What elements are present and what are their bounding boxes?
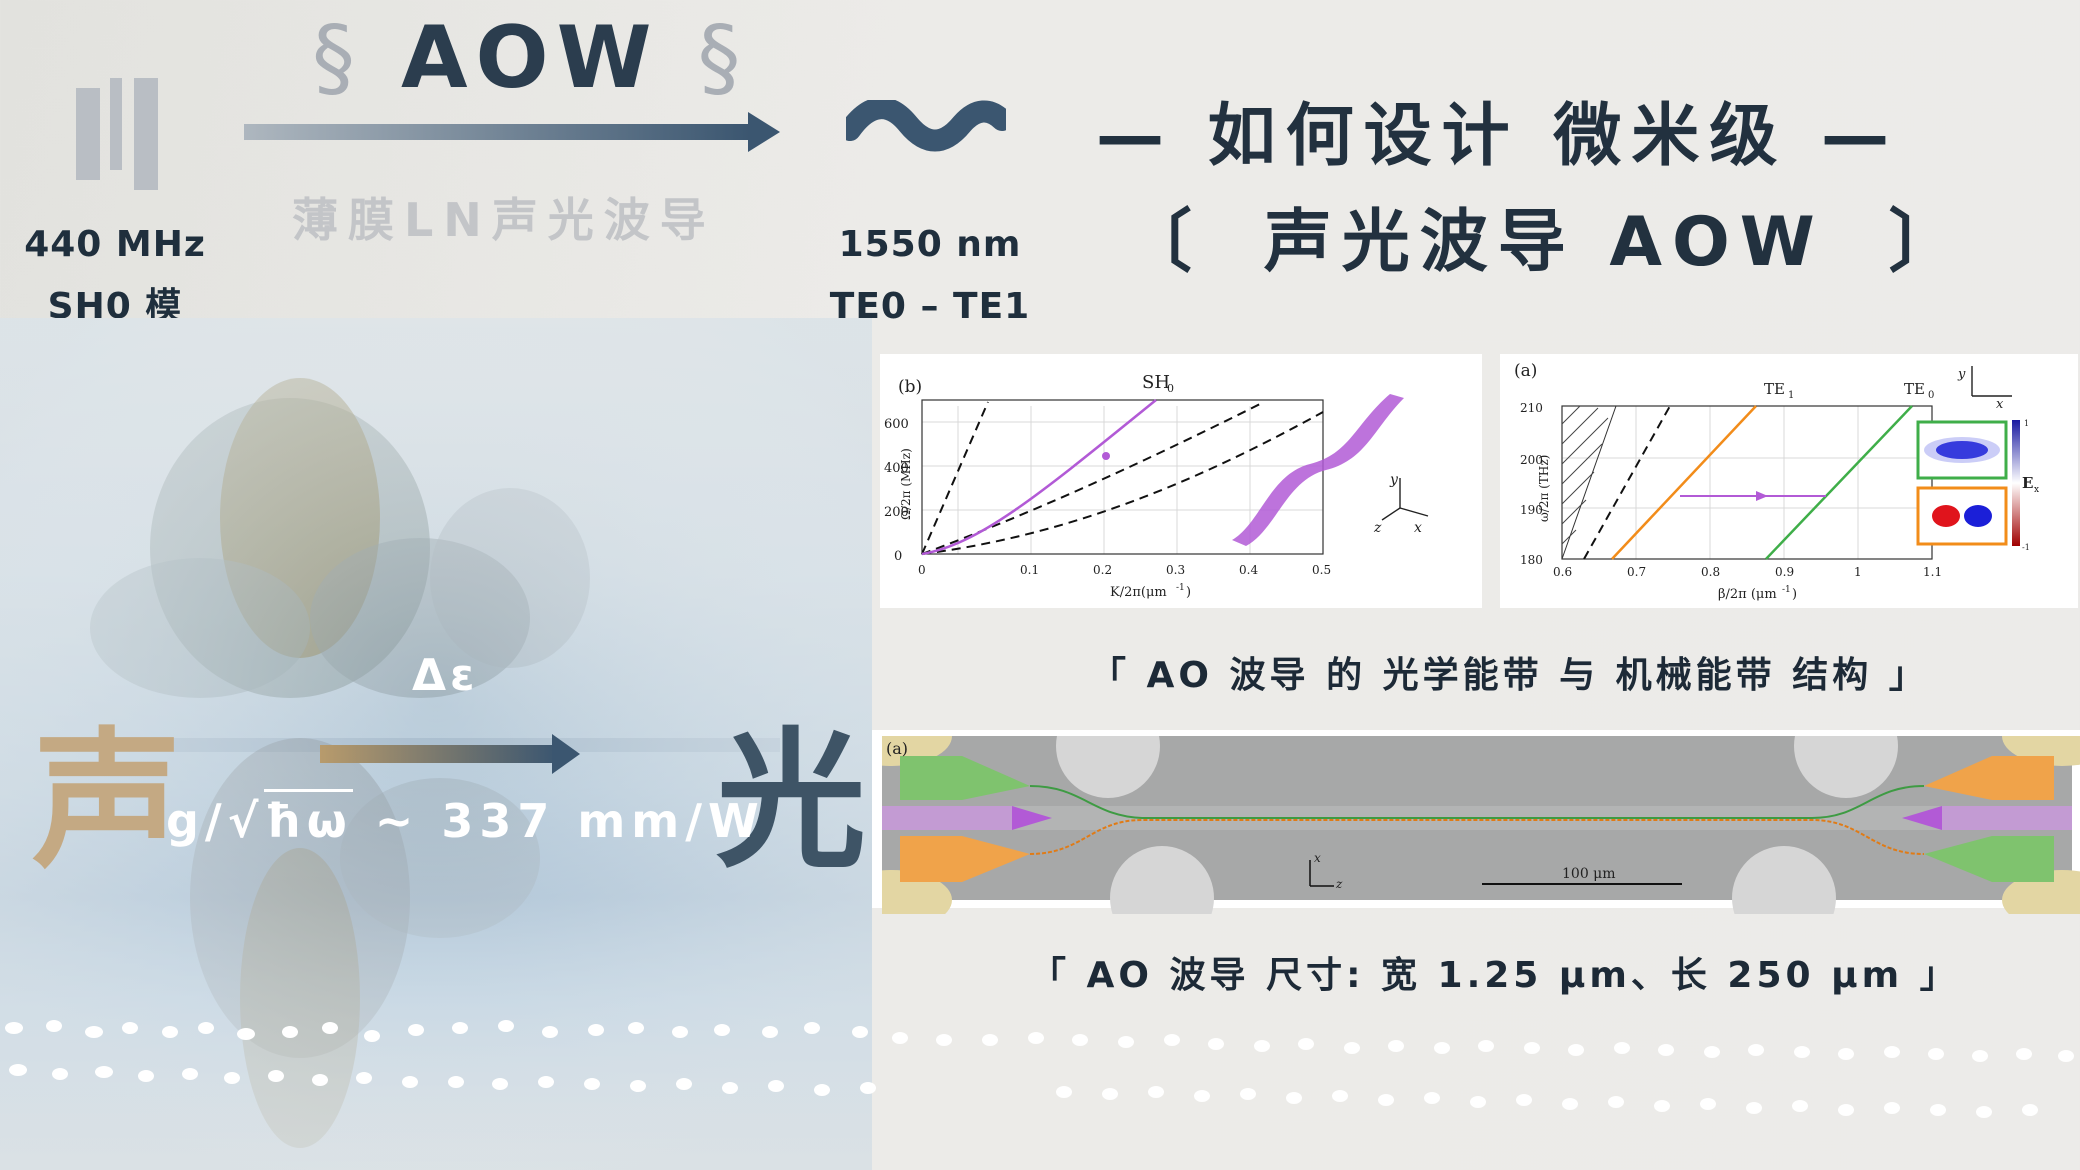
- svg-text:x: x: [1414, 520, 1422, 536]
- svg-text:TE: TE: [1904, 380, 1925, 398]
- ylabel-b: Ω/2π (MHz): [899, 448, 913, 520]
- svg-text:0: 0: [1928, 390, 1934, 401]
- hatch-region: [1561, 405, 1609, 545]
- mode-profile-te0: [1916, 420, 2008, 480]
- svg-text:x: x: [1314, 851, 1321, 865]
- axes-triad-icon: [1381, 478, 1429, 521]
- svg-text:): ): [1186, 585, 1191, 600]
- right-wavelength: 1550 nm: [838, 224, 1022, 265]
- svg-text:180: 180: [1520, 553, 1543, 567]
- arrow-right-icon: [244, 112, 780, 152]
- svg-text:1: 1: [2024, 419, 2029, 428]
- svg-text:x: x: [2034, 485, 2039, 495]
- xlabel-a: β/2π (μm: [1718, 587, 1777, 602]
- section-sign-right: §: [697, 8, 749, 108]
- wave-icon: [846, 100, 1006, 152]
- title-sh: SH: [1142, 372, 1170, 393]
- sound-char: 声: [32, 715, 183, 889]
- svg-text:y: y: [1957, 367, 1966, 382]
- svg-text:y: y: [1389, 472, 1399, 488]
- thumbnail-arrow-icon: [320, 734, 580, 774]
- svg-text:0.3: 0.3: [1166, 563, 1185, 577]
- svg-text:x: x: [1996, 397, 2004, 412]
- panel-label-b: (b): [898, 377, 922, 397]
- svg-text:0.2: 0.2: [1093, 563, 1112, 577]
- left-params: 440 MHz SH0 模: [10, 214, 220, 338]
- svg-text:0.4: 0.4: [1239, 563, 1258, 577]
- device-micrograph: (a) 100 μm x z: [872, 730, 2080, 914]
- svg-text:200: 200: [884, 505, 909, 520]
- axes-triad-icon-device: [1309, 860, 1334, 887]
- left-freq: 440 MHz: [24, 224, 206, 265]
- ylabel-a: ω/2π (THz): [1537, 455, 1551, 522]
- svg-text:-1: -1: [1782, 585, 1791, 595]
- subtitle: 薄膜LN声光波导: [292, 193, 716, 247]
- svg-text:400: 400: [884, 461, 909, 476]
- misty-lake-photo: 声 Δε 光 g/√ħω ~ 337 mm/W: [0, 318, 872, 1170]
- sqrt-argument: ħω: [264, 789, 353, 848]
- svg-text:0: 0: [894, 549, 902, 564]
- headline-line-1: — 如何设计 微米级 —: [1096, 97, 1900, 176]
- svg-text:0: 0: [918, 563, 926, 577]
- title-sh-sub: 0: [1167, 382, 1174, 395]
- svg-text:z: z: [1373, 520, 1382, 536]
- aow-title: § AOW §: [312, 8, 748, 108]
- panel-label-a: (a): [1514, 361, 1537, 381]
- svg-text:0.8: 0.8: [1701, 565, 1720, 579]
- sqrt-sign: √: [227, 794, 265, 848]
- waveguide-3d-icon: [1232, 394, 1404, 546]
- caption-dimensions: 「 AO 波导 尺寸: 宽 1.25 μm、长 250 μm 」: [1030, 955, 1960, 996]
- panel-label-device: (a): [886, 739, 908, 758]
- coupling-suffix: ~ 337 mm/W: [352, 794, 765, 848]
- svg-text:190: 190: [1520, 503, 1543, 517]
- svg-text:z: z: [1335, 877, 1343, 891]
- section-sign-left: §: [312, 8, 363, 108]
- caption-band-structure: 「 AO 波导 的 光学能带 与 机械能带 结构 」: [1090, 655, 1929, 696]
- scale-bar-label: 100 μm: [1562, 866, 1616, 882]
- svg-text:0.7: 0.7: [1627, 565, 1646, 579]
- svg-text:0.6: 0.6: [1553, 565, 1572, 579]
- svg-text:1.1: 1.1: [1923, 565, 1942, 579]
- svg-text:): ): [1792, 587, 1797, 602]
- svg-text:1: 1: [1788, 390, 1794, 401]
- svg-text:0.5: 0.5: [1312, 563, 1331, 577]
- svg-text:-1: -1: [1176, 583, 1185, 593]
- figure-optical-band: (a) TE 1 TE 0 180 190 200 210 0.6 0.7 0.…: [1500, 354, 2078, 608]
- svg-text:E: E: [2022, 474, 2033, 492]
- svg-text:200: 200: [1520, 453, 1543, 467]
- bracket-close: 〕: [1888, 203, 1967, 282]
- coupling-formula: g/√ħω ~ 337 mm/W: [166, 789, 765, 848]
- axes-triad-icon-a: [1971, 366, 2012, 397]
- light-char: 光: [716, 715, 867, 889]
- delta-epsilon: Δε: [412, 650, 479, 701]
- svg-text:210: 210: [1520, 401, 1543, 415]
- decorative-dots: [5, 1020, 2074, 1118]
- bracket-open: 〔: [1124, 203, 1203, 282]
- mode-profile-te1: [1916, 486, 2008, 546]
- svg-text:0.9: 0.9: [1775, 565, 1794, 579]
- colorbar: [2012, 420, 2020, 546]
- svg-text:1: 1: [1854, 565, 1862, 579]
- svg-text:TE: TE: [1764, 380, 1785, 398]
- svg-text:600: 600: [884, 417, 909, 432]
- coupling-prefix: g/: [166, 794, 228, 848]
- bars-icon: [76, 78, 168, 190]
- xlabel-b: K/2π(μm: [1110, 585, 1167, 600]
- figure-mechanical-band: (b) SH 0 0 200 400 600 0 0.1 0.2 0.3 0.4…: [880, 354, 1482, 608]
- headline-line-2-text: 声光波导 AOW: [1263, 203, 1825, 282]
- aow-text: AOW: [400, 8, 660, 108]
- svg-text:0.1: 0.1: [1020, 563, 1039, 577]
- svg-text:-1: -1: [2022, 543, 2030, 552]
- headline-line-2: 〔 声光波导 AOW 〕: [1124, 186, 1967, 285]
